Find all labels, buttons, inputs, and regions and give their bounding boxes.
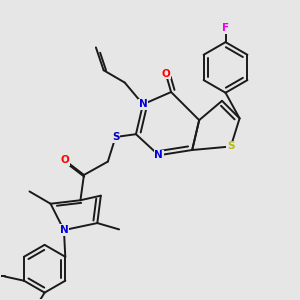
Text: F: F [222, 23, 229, 33]
Text: N: N [139, 99, 147, 109]
Text: N: N [154, 150, 163, 160]
Text: S: S [112, 132, 119, 142]
Text: S: S [227, 142, 235, 152]
Text: O: O [161, 69, 170, 79]
Text: O: O [60, 155, 69, 165]
Text: N: N [60, 225, 68, 235]
